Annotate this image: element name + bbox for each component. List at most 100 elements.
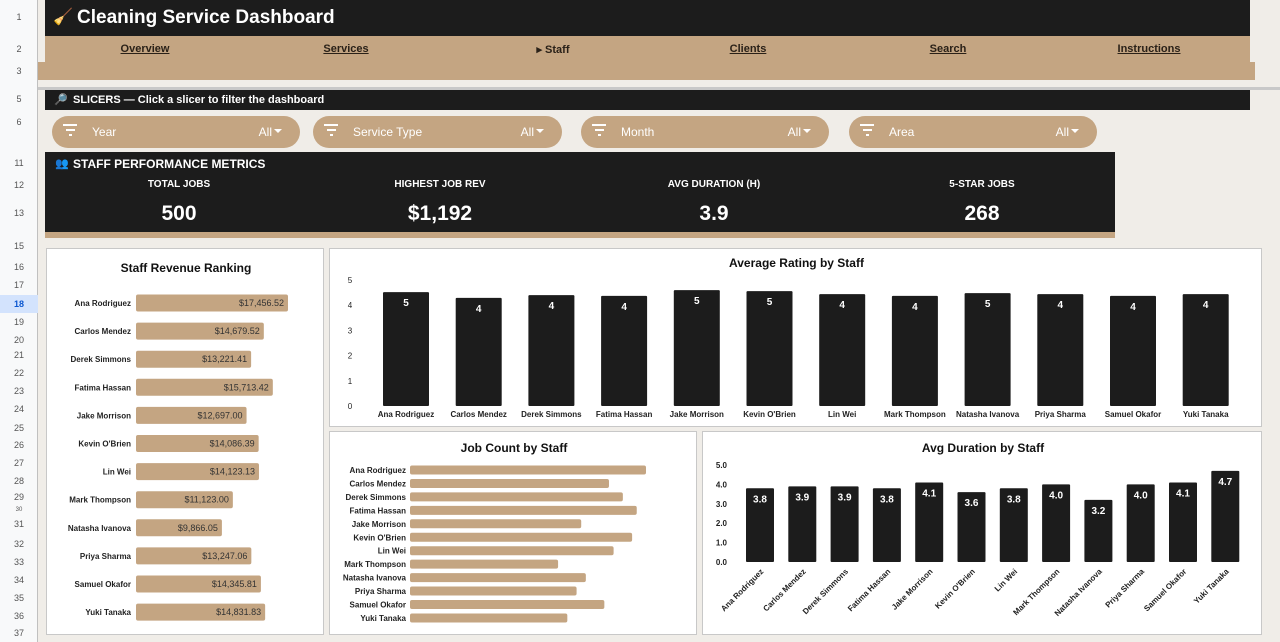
bar[interactable] — [410, 505, 637, 515]
staff-revenue-chart[interactable]: Staff Revenue Ranking Ana Rodriguez $17,45… — [46, 248, 324, 635]
bar[interactable] — [528, 295, 575, 406]
avg-duration-chart[interactable]: Avg Duration by Staff 0.0 1.0 2.0 3.0 4.0 5.0 3… — [702, 431, 1262, 635]
bar[interactable] — [830, 486, 859, 562]
row-header-32[interactable]: 32 — [13, 539, 24, 549]
bar[interactable] — [1084, 499, 1113, 562]
bar[interactable] — [136, 322, 264, 340]
slicer-year[interactable]: Year All — [52, 116, 300, 148]
bar[interactable] — [136, 350, 252, 368]
nav-link-staff[interactable]: ▸ Staff — [536, 44, 570, 56]
bar[interactable] — [136, 491, 233, 509]
slicer-service-type[interactable]: Service Type All — [313, 116, 562, 148]
row-header-20[interactable]: 20 — [13, 335, 24, 345]
row-header-13[interactable]: 13 — [13, 208, 24, 218]
row-header-17[interactable]: 17 — [13, 280, 24, 290]
nav-link-clients[interactable]: Clients — [729, 43, 767, 55]
bar[interactable] — [136, 575, 261, 593]
bar[interactable] — [136, 603, 266, 621]
row-header-26[interactable]: 26 — [13, 440, 24, 450]
bar[interactable] — [410, 532, 633, 542]
bar[interactable] — [136, 378, 273, 396]
row-header-11[interactable]: 11 — [14, 158, 24, 168]
bar[interactable] — [1042, 484, 1071, 562]
data-label: 3.9 — [838, 492, 852, 503]
bar[interactable] — [601, 295, 648, 406]
bar[interactable] — [410, 478, 609, 488]
bar[interactable] — [410, 613, 568, 623]
bar[interactable] — [136, 294, 288, 312]
bar[interactable] — [746, 488, 774, 562]
bar[interactable] — [455, 297, 502, 406]
row-header-16[interactable]: 16 — [13, 262, 24, 272]
row-header-15[interactable]: 15 — [13, 241, 24, 251]
bar[interactable] — [1126, 484, 1155, 562]
row-header-12[interactable]: 12 — [13, 180, 24, 190]
data-label: 3.8 — [1007, 494, 1021, 505]
bar[interactable] — [136, 435, 259, 452]
bar[interactable] — [410, 600, 605, 609]
caret-down-icon — [274, 129, 282, 133]
row-header-37[interactable]: 37 — [13, 628, 24, 638]
row-header-33[interactable]: 33 — [13, 557, 24, 567]
nav-link-instructions[interactable]: Instructions — [1117, 43, 1181, 55]
row-header-23[interactable]: 23 — [13, 386, 24, 396]
y-tick-label: 3 — [348, 326, 353, 335]
bar[interactable] — [1182, 294, 1229, 406]
bar[interactable] — [136, 463, 259, 481]
bar[interactable] — [872, 488, 901, 562]
row-header-36[interactable]: 36 — [13, 611, 24, 621]
row-header-25[interactable]: 25 — [13, 423, 24, 433]
average-rating-chart[interactable]: Average Rating by Staff 0 1 2 3 4 5 5 Ana Rodrig… — [329, 248, 1262, 427]
bar[interactable] — [383, 292, 429, 406]
bar[interactable] — [915, 482, 944, 562]
bar[interactable] — [999, 488, 1028, 562]
row-header-27[interactable]: 27 — [13, 458, 24, 468]
job-count-chart[interactable]: Job Count by Staff Ana Rodriguez Carlos Me… — [329, 431, 697, 635]
row-header-18[interactable]: 18 — [0, 295, 38, 313]
bar[interactable] — [891, 295, 938, 406]
row-header-6[interactable]: 6 — [16, 117, 22, 127]
row-header-30[interactable]: 30 — [15, 507, 23, 513]
bar[interactable] — [746, 291, 793, 406]
row-header-29[interactable]: 29 — [13, 492, 24, 502]
bar[interactable] — [1211, 470, 1240, 562]
bar[interactable] — [1110, 295, 1156, 406]
slicer-area[interactable]: Area All — [849, 116, 1097, 148]
row-header-21[interactable]: 21 — [13, 350, 24, 360]
bar[interactable] — [957, 492, 986, 562]
slicer-month[interactable]: Month All — [581, 116, 829, 148]
bar[interactable] — [410, 546, 614, 556]
bar[interactable] — [788, 486, 817, 562]
bar[interactable] — [1037, 294, 1084, 406]
bar[interactable] — [410, 559, 559, 569]
bar[interactable] — [410, 492, 623, 502]
bar[interactable] — [673, 290, 720, 406]
bar[interactable] — [964, 293, 1011, 406]
row-header-19[interactable]: 19 — [13, 317, 24, 327]
row-header-34[interactable]: 34 — [13, 575, 24, 585]
frozen-divider[interactable] — [38, 87, 1280, 90]
bar[interactable] — [136, 519, 222, 537]
nav-link-overview[interactable]: Overview — [120, 43, 170, 55]
row-header-35[interactable]: 35 — [13, 593, 24, 603]
bar[interactable] — [1169, 482, 1197, 562]
bar[interactable] — [410, 586, 577, 596]
row-header-5[interactable]: 5 — [16, 94, 22, 104]
bar[interactable] — [136, 547, 252, 565]
row-header-22[interactable]: 22 — [13, 368, 24, 378]
bar[interactable] — [410, 573, 586, 583]
bar[interactable] — [410, 519, 582, 529]
nav-link-search[interactable]: Search — [929, 43, 967, 55]
row-header-28[interactable]: 28 — [13, 476, 24, 486]
category-label: Fatima Hassan — [350, 506, 407, 515]
row-header-2[interactable]: 2 — [16, 44, 22, 54]
category-label: Ana Rodriguez — [350, 466, 406, 475]
row-header-24[interactable]: 24 — [13, 404, 24, 414]
row-header-31[interactable]: 31 — [13, 519, 24, 529]
bar[interactable] — [136, 406, 247, 424]
bar[interactable] — [410, 465, 646, 475]
nav-link-services[interactable]: Services — [323, 43, 369, 55]
row-header-1[interactable]: 1 — [16, 12, 22, 22]
row-header-3[interactable]: 3 — [16, 66, 22, 76]
bar[interactable] — [819, 294, 866, 406]
